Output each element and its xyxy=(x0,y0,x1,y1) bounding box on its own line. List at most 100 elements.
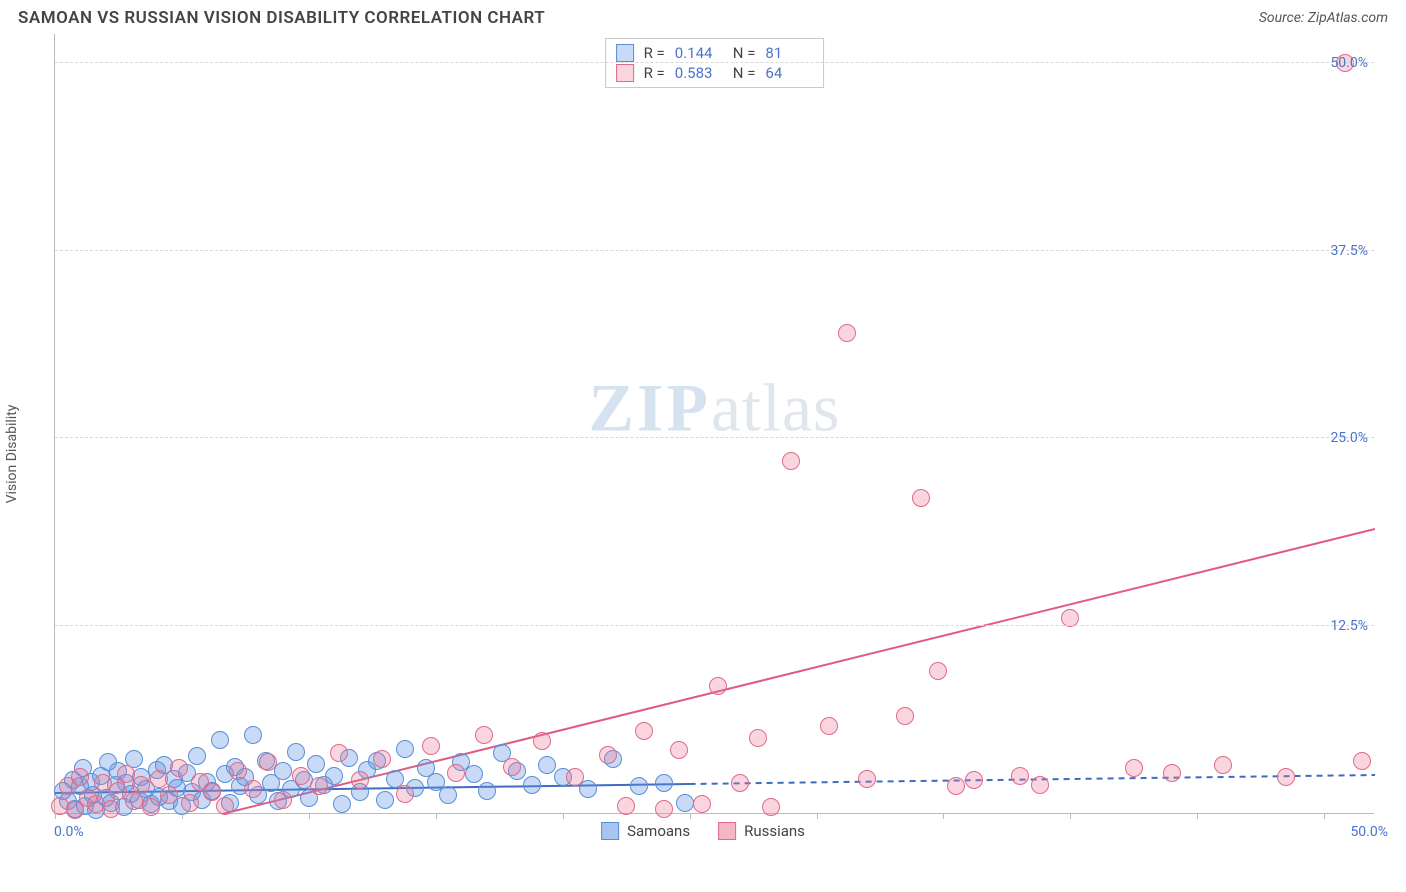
data-point xyxy=(749,729,767,747)
data-point xyxy=(376,791,394,809)
series-swatch xyxy=(616,64,634,82)
x-tick xyxy=(55,813,56,819)
data-point xyxy=(599,746,617,764)
data-point xyxy=(1163,764,1181,782)
y-tick-label: 25.0% xyxy=(1330,430,1368,446)
data-point xyxy=(635,722,653,740)
data-point xyxy=(287,743,305,761)
data-point xyxy=(181,794,199,812)
gridline xyxy=(55,62,1374,63)
data-point xyxy=(947,777,965,795)
x-tick xyxy=(690,813,691,819)
x-axis-right-label: 50.0% xyxy=(1350,824,1388,840)
stat-r-label: R = xyxy=(644,64,665,82)
series-swatch xyxy=(616,44,634,62)
data-point xyxy=(259,753,277,771)
data-point xyxy=(307,755,325,773)
stat-n-label: N = xyxy=(733,44,756,62)
legend-label: Samoans xyxy=(627,822,690,840)
data-point xyxy=(630,777,648,795)
data-point xyxy=(478,782,496,800)
stats-legend-box: R = 0.144 N = 81 R = 0.583 N = 64 xyxy=(605,38,825,88)
gridline xyxy=(55,437,1374,438)
data-point xyxy=(538,756,556,774)
data-point xyxy=(170,759,188,777)
x-tick xyxy=(563,813,564,819)
gridline xyxy=(55,625,1374,626)
y-tick-label: 37.5% xyxy=(1330,243,1368,259)
data-point xyxy=(447,764,465,782)
data-point xyxy=(1031,776,1049,794)
data-point xyxy=(244,780,262,798)
data-point xyxy=(132,776,150,794)
data-point xyxy=(912,489,930,507)
data-point xyxy=(160,786,178,804)
x-axis-left-label: 0.0% xyxy=(54,824,84,840)
legend-swatch xyxy=(601,822,619,840)
data-point xyxy=(762,798,780,816)
data-point xyxy=(229,762,247,780)
data-point xyxy=(333,795,351,813)
y-tick-label: 50.0% xyxy=(1330,55,1368,71)
data-point xyxy=(1277,768,1295,786)
stat-r-value: 0.144 xyxy=(675,44,723,62)
x-tick xyxy=(1197,813,1198,819)
chart-title: SAMOAN VS RUSSIAN VISION DISABILITY CORR… xyxy=(18,8,545,28)
data-point xyxy=(533,732,551,750)
stat-n-label: N = xyxy=(733,64,756,82)
gridline xyxy=(55,250,1374,251)
data-point xyxy=(71,768,89,786)
data-point xyxy=(709,677,727,695)
data-point xyxy=(655,774,673,792)
data-point xyxy=(503,758,521,776)
stat-r-value: 0.583 xyxy=(675,64,723,82)
y-tick-label: 12.5% xyxy=(1330,618,1368,634)
data-point xyxy=(965,771,983,789)
data-point xyxy=(422,737,440,755)
data-point xyxy=(782,452,800,470)
x-tick xyxy=(1324,813,1325,819)
stat-n-value: 64 xyxy=(765,64,813,82)
bottom-legend: Samoans Russians xyxy=(601,822,805,840)
data-point xyxy=(216,797,234,815)
data-point xyxy=(731,774,749,792)
stat-r-label: R = xyxy=(644,44,665,62)
data-point xyxy=(396,785,414,803)
chart-container: Vision Disability ZIPatlas R =0.144N =81… xyxy=(18,34,1388,874)
data-point xyxy=(142,798,160,816)
data-point xyxy=(896,707,914,725)
data-point xyxy=(439,786,457,804)
data-point xyxy=(566,768,584,786)
data-point xyxy=(1011,767,1029,785)
data-point xyxy=(244,726,262,744)
data-point xyxy=(670,741,688,759)
data-point xyxy=(211,731,229,749)
data-point xyxy=(150,770,168,788)
data-point xyxy=(676,794,694,812)
data-point xyxy=(929,662,947,680)
x-tick xyxy=(182,813,183,819)
plot-area: ZIPatlas R =0.144N =81R =0.583N =64 12.5… xyxy=(54,34,1374,814)
data-point xyxy=(396,740,414,758)
data-point xyxy=(465,765,483,783)
legend-swatch xyxy=(718,822,736,840)
x-tick xyxy=(943,813,944,819)
stats-row: R = 0.144 N = 81 xyxy=(616,43,814,63)
data-point xyxy=(351,771,369,789)
data-point xyxy=(838,324,856,342)
data-point xyxy=(655,800,673,818)
data-point xyxy=(310,777,328,795)
data-point xyxy=(1353,752,1371,770)
legend-label: Russians xyxy=(744,822,805,840)
scatter-points xyxy=(55,34,1374,813)
stat-n-value: 81 xyxy=(765,44,813,62)
data-point xyxy=(292,767,310,785)
data-point xyxy=(274,791,292,809)
data-point xyxy=(693,795,711,813)
data-point xyxy=(325,767,343,785)
data-point xyxy=(125,792,143,810)
x-tick xyxy=(817,813,818,819)
y-axis-label: Vision Disability xyxy=(4,405,20,504)
source-credit: Source: ZipAtlas.com xyxy=(1259,10,1388,26)
data-point xyxy=(617,797,635,815)
